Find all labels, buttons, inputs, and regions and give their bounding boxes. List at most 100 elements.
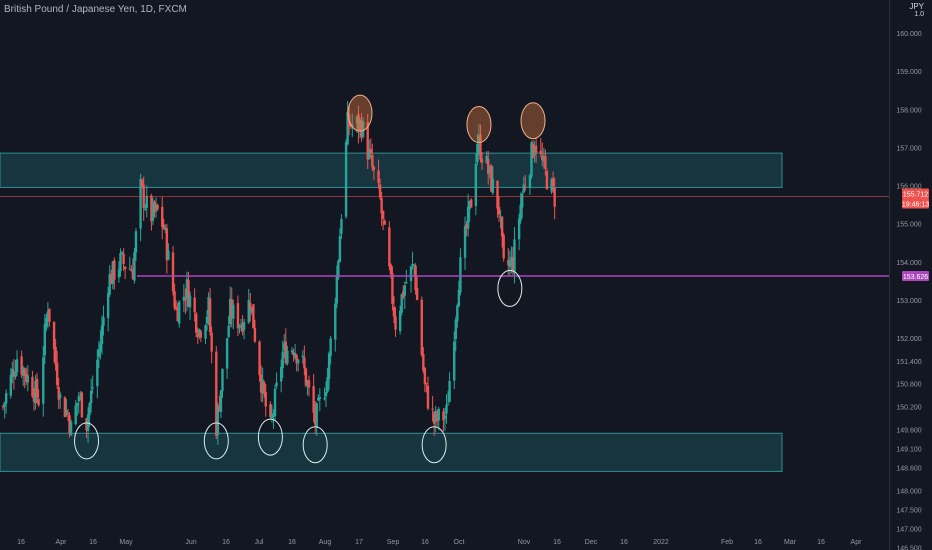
candle-body	[239, 325, 243, 328]
candle-body	[318, 397, 322, 399]
markers-layer	[74, 94, 546, 464]
candle-body	[261, 379, 264, 394]
candle-body	[445, 404, 448, 414]
candle-body	[521, 193, 524, 208]
candle-body	[344, 142, 348, 217]
x-tick-label: 2022	[653, 539, 669, 546]
candle-body	[250, 307, 254, 313]
candle-body	[507, 259, 510, 266]
currency-label[interactable]: JPY 1.0	[909, 3, 924, 19]
candle-body	[398, 310, 402, 332]
candle-body	[48, 308, 51, 322]
candle-body	[295, 354, 298, 364]
candle-body	[312, 386, 315, 413]
x-tick-label: Jul	[255, 539, 264, 546]
x-tick-label: 16	[17, 539, 25, 546]
candle-body	[400, 294, 403, 313]
candle-body	[381, 210, 385, 219]
candle-body	[182, 296, 186, 301]
candle-body	[380, 198, 383, 214]
candle-body	[434, 410, 437, 422]
candle-body	[541, 155, 544, 161]
candle-body	[150, 195, 153, 222]
candle-body	[446, 404, 450, 406]
candle-body	[346, 111, 349, 145]
candle-body	[403, 285, 406, 296]
candle-body	[286, 350, 289, 364]
candle-body	[315, 403, 318, 428]
candle-body	[63, 397, 67, 417]
candle-body	[340, 218, 343, 234]
candle-body	[242, 322, 246, 330]
candle-body	[355, 116, 359, 124]
candle-body	[252, 304, 255, 329]
candle-body	[65, 410, 68, 416]
candle-body	[55, 362, 59, 386]
candle-body	[171, 252, 175, 292]
x-tick-label: Mar	[784, 539, 797, 546]
y-tick-label: 153.000	[896, 298, 921, 305]
candle-body	[133, 252, 136, 281]
x-tick-label: Dec	[585, 539, 598, 546]
candle-body	[46, 311, 50, 319]
high-marker	[466, 106, 492, 144]
candle-body	[431, 408, 434, 410]
candle-body	[307, 380, 311, 388]
x-tick-label: Apr	[56, 539, 68, 546]
candle-body	[443, 415, 447, 419]
candle-body	[361, 121, 365, 137]
x-tick-label: 16	[288, 539, 296, 546]
candle-body	[165, 228, 169, 261]
candle-body	[12, 371, 16, 377]
candle-body	[338, 236, 342, 263]
candle-body	[156, 204, 159, 210]
candle-body	[420, 299, 423, 355]
candle-body	[167, 250, 170, 260]
candle-body	[437, 408, 440, 421]
candle-body	[292, 352, 295, 355]
low-marker	[203, 422, 229, 460]
y-tick-label: 158.000	[896, 107, 921, 114]
candle-body	[272, 413, 275, 417]
candle-body	[144, 208, 147, 210]
zone-layer	[0, 152, 783, 472]
candle-body	[14, 372, 17, 378]
candle-body	[479, 134, 482, 160]
candle-body	[329, 338, 332, 357]
candle-body	[195, 313, 198, 333]
candle-body	[185, 279, 189, 300]
candle-body	[184, 299, 187, 301]
candle-body	[80, 392, 84, 418]
candle-body	[528, 175, 532, 188]
price-axis: 160.000 159.000 158.000 157.000 156.000 155.0…	[896, 31, 929, 550]
candle-body	[119, 252, 122, 272]
y-tick-label: 154.000	[896, 260, 921, 267]
candle-body	[66, 412, 70, 415]
x-tick-label: Jun	[185, 539, 196, 546]
candle-body	[164, 227, 167, 230]
candle-body	[76, 402, 79, 407]
candle-body	[258, 341, 261, 376]
candle-body	[405, 282, 408, 284]
candle-body	[279, 366, 283, 382]
candle-body	[293, 353, 297, 358]
candle-body	[476, 143, 479, 162]
y-tick-label: 152.000	[896, 336, 921, 343]
candle-body	[174, 306, 178, 309]
candle-body	[21, 367, 25, 376]
candle-body	[545, 170, 549, 190]
candle-body	[74, 405, 77, 425]
candle-body	[264, 392, 267, 407]
candle-body	[130, 270, 133, 272]
candle-body	[199, 331, 203, 338]
candle-body	[43, 324, 47, 356]
y-tick-label: 156.000	[896, 184, 921, 191]
candle-body	[317, 397, 320, 401]
candle-body	[128, 268, 131, 270]
candle-body	[530, 142, 533, 177]
x-tick-label: Sep	[387, 539, 400, 546]
candle-body	[253, 327, 257, 342]
candle-body	[218, 405, 221, 411]
candle-body	[34, 380, 37, 404]
